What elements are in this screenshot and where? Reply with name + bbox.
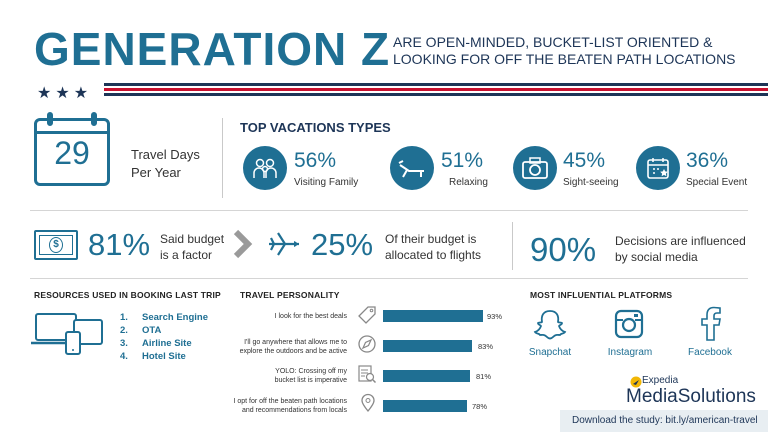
personality-label-line: I'll go anywhere that allows me to bbox=[244, 339, 347, 346]
list-item: 3. Airline Site bbox=[120, 338, 192, 349]
compass-icon bbox=[357, 334, 377, 354]
expedia-logo-icon bbox=[630, 375, 642, 393]
flights-label: Of their budget is allocated to flights bbox=[385, 231, 481, 263]
brand-expedia: Expedia bbox=[642, 375, 679, 386]
travel-days-line-1: Travel Days bbox=[131, 147, 200, 162]
personality-pct: 83% bbox=[478, 342, 494, 351]
travel-days-value: 29 bbox=[54, 135, 90, 171]
instagram-icon bbox=[614, 309, 644, 344]
personality-label-line: explore the outdoors and be active bbox=[239, 348, 347, 355]
personality-label-line: bucket list is imperative bbox=[274, 377, 347, 384]
price-tag-icon bbox=[357, 305, 377, 325]
facebook-icon bbox=[700, 306, 722, 347]
flights-line-2: allocated to flights bbox=[385, 248, 482, 262]
social-line-2: by social media bbox=[615, 250, 698, 264]
social-line-1: Decisions are influenced bbox=[615, 234, 746, 248]
divider-vertical-1 bbox=[222, 118, 223, 198]
personality-heading: TRAVEL PERSONALITY bbox=[240, 290, 340, 300]
devices-icon bbox=[30, 312, 110, 361]
platform-label-facebook: Facebook bbox=[688, 347, 732, 358]
travel-days-line-2: Per Year bbox=[131, 165, 181, 180]
list-item: 2. OTA bbox=[120, 325, 162, 336]
vacation-label-family: Visiting Family bbox=[294, 177, 359, 188]
personality-label-line: and recommendations from locals bbox=[241, 407, 347, 414]
vacation-label-special: Special Event bbox=[686, 177, 748, 188]
personality-label: I'll go anywhere that allows me to explo… bbox=[197, 338, 347, 356]
personality-label-line: I opt for off the beaten path locations bbox=[233, 398, 347, 405]
money-icon: $ bbox=[34, 230, 78, 260]
calendar-star-icon bbox=[636, 146, 680, 190]
flights-line-1: Of their budget is bbox=[385, 232, 477, 246]
budget-pct: 81% bbox=[88, 227, 151, 262]
list-item: 4. Hotel Site bbox=[120, 351, 186, 362]
personality-label: I look for the best deals bbox=[197, 312, 347, 321]
personality-bar bbox=[383, 370, 471, 382]
stripe-navy bbox=[104, 83, 768, 86]
snapchat-icon bbox=[533, 308, 567, 347]
personality-pct: 93% bbox=[487, 312, 503, 321]
brand-mediasolutions: MediaSolutions bbox=[626, 386, 756, 407]
travel-days-label: Travel Days Per Year bbox=[131, 146, 241, 182]
social-label: Decisions are influenced by social media bbox=[615, 233, 746, 265]
divider-vertical-2 bbox=[512, 222, 513, 270]
page-title: GENERATION Z bbox=[34, 23, 391, 75]
page-subtitle: ARE OPEN-MINDED, BUCKET-LIST ORIENTED & … bbox=[393, 34, 753, 68]
budget-line-1: Said budget bbox=[160, 232, 225, 246]
list-item: 1. Search Engine bbox=[120, 312, 208, 323]
subtitle-line-1: ARE OPEN-MINDED, BUCKET-LIST ORIENTED & bbox=[393, 34, 713, 50]
divider-horizontal-2 bbox=[30, 278, 748, 279]
personality-bar bbox=[383, 340, 473, 352]
calendar-icon: 29 bbox=[34, 112, 110, 186]
personality-pct: 81% bbox=[476, 372, 492, 381]
personality-label-line: I look for the best deals bbox=[274, 313, 347, 320]
platforms-heading: MOST INFLUENTIAL PLATFORMS bbox=[530, 290, 673, 300]
stripe-red bbox=[104, 88, 768, 91]
flights-pct: 25% bbox=[311, 227, 374, 262]
download-link[interactable]: Download the study: bit.ly/american-trav… bbox=[572, 415, 758, 426]
vacation-label-relaxing: Relaxing bbox=[449, 177, 488, 188]
airplane-icon bbox=[266, 229, 302, 264]
chevron-right-icon bbox=[232, 229, 254, 264]
vacation-label-sightseeing: Sight-seeing bbox=[563, 177, 619, 188]
vacation-pct-sightseeing: 45% bbox=[563, 149, 606, 172]
lounge-chair-icon bbox=[390, 146, 434, 190]
camera-icon bbox=[513, 146, 557, 190]
personality-bar bbox=[383, 400, 467, 412]
divider-horizontal-1 bbox=[30, 210, 748, 211]
family-icon bbox=[243, 146, 287, 190]
resources-list: 1. Search Engine 2. OTA 3. Airline Site 4. H… bbox=[120, 311, 208, 363]
stripe-navy-2 bbox=[104, 93, 768, 96]
vacation-pct-special: 36% bbox=[686, 149, 729, 172]
vacations-heading: TOP VACATIONS TYPES bbox=[240, 120, 391, 135]
location-pin-icon bbox=[358, 393, 378, 413]
platform-label-snapchat: Snapchat bbox=[528, 347, 572, 358]
personality-bar bbox=[383, 310, 483, 322]
budget-label: Said budget is a factor bbox=[160, 231, 224, 263]
footer-background bbox=[560, 410, 768, 432]
personality-label: YOLO: Crossing off my bucket list is imp… bbox=[197, 367, 347, 385]
platform-label-instagram: Instagram bbox=[607, 347, 653, 358]
vacation-pct-relaxing: 51% bbox=[441, 149, 484, 172]
stars-decoration: ★★★ bbox=[37, 85, 93, 102]
resources-heading: RESOURCES USED IN BOOKING LAST TRIP bbox=[34, 290, 221, 300]
checklist-icon bbox=[357, 364, 377, 384]
personality-label: I opt for off the beaten path locations … bbox=[197, 397, 347, 415]
personality-pct: 78% bbox=[472, 402, 488, 411]
budget-line-2: is a factor bbox=[160, 248, 213, 262]
vacation-pct-family: 56% bbox=[294, 149, 337, 172]
social-pct: 90% bbox=[530, 231, 597, 268]
subtitle-line-2: LOOKING FOR OFF THE BEATEN PATH LOCATION… bbox=[393, 51, 736, 67]
personality-label-line: YOLO: Crossing off my bbox=[275, 368, 347, 375]
